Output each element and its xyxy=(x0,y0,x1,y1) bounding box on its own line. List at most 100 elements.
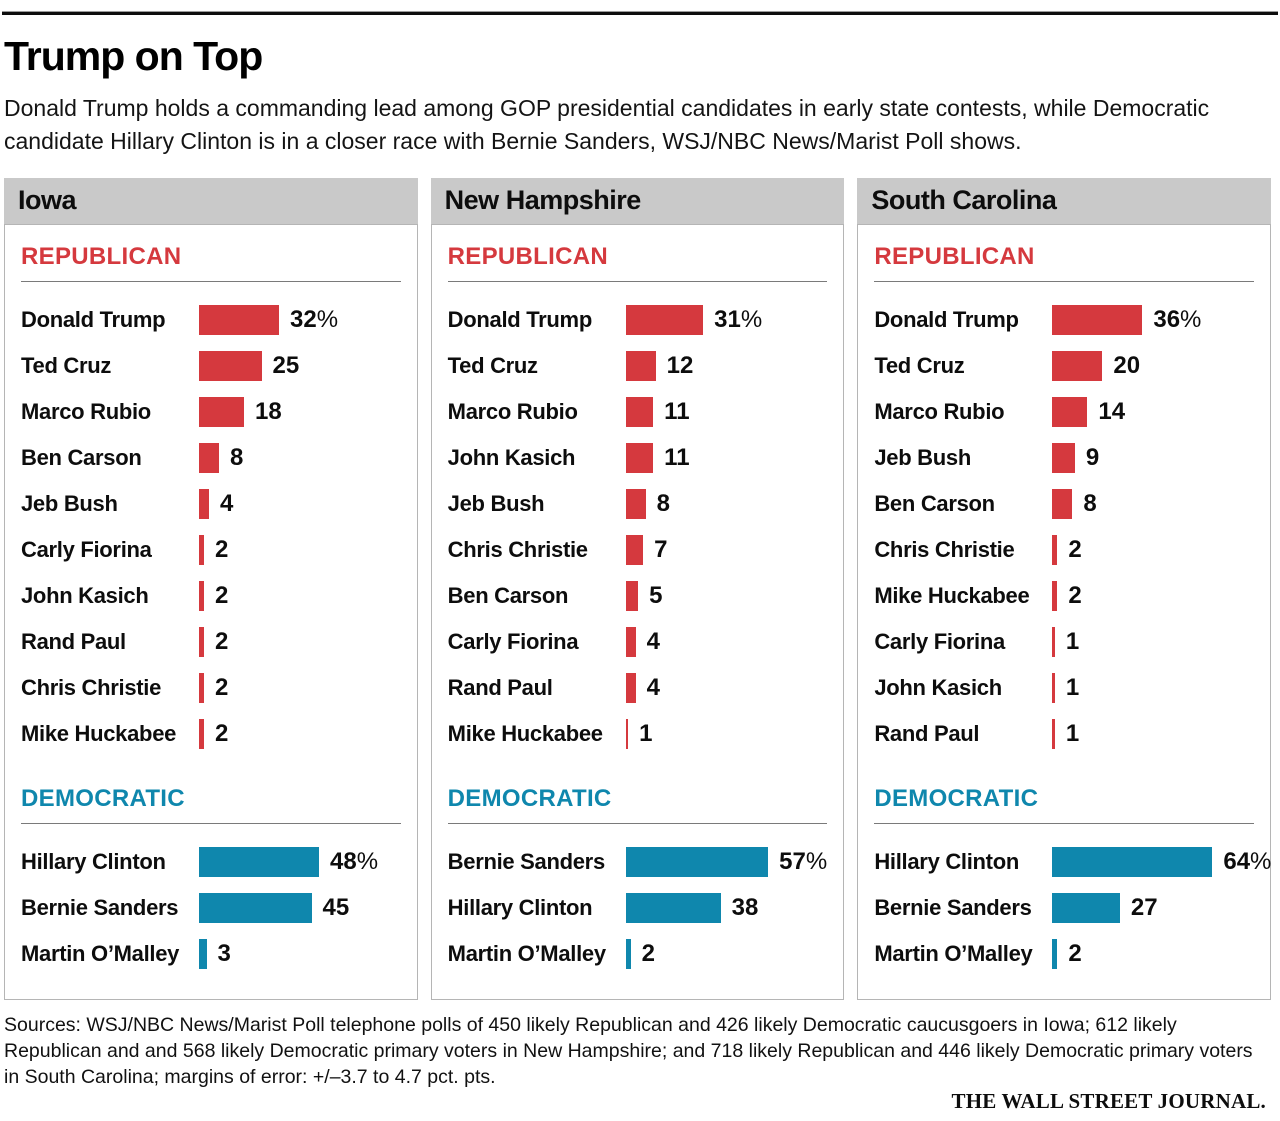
candidate-name: Donald Trump xyxy=(447,307,593,333)
poll-row: Ben Carson 5 xyxy=(448,573,828,619)
candidate-name: Hillary Clinton xyxy=(21,849,166,875)
candidate-name: Chris Christie xyxy=(447,537,588,563)
poll-row: Rand Paul 2 xyxy=(21,619,401,665)
poll-bar xyxy=(1052,939,1058,970)
poll-value: 2 xyxy=(1068,536,1081,564)
state-panel: South Carolina REPUBLICAN Donald Trump 3… xyxy=(857,178,1271,1001)
candidate-name: Martin O’Malley xyxy=(21,941,180,967)
poll-row: Marco Rubio 14 xyxy=(874,389,1254,435)
page-subtitle: Donald Trump holds a commanding lead amo… xyxy=(4,95,1210,154)
candidate-name: Carly Fiorina xyxy=(874,629,1005,655)
poll-value: 36% xyxy=(1153,306,1201,334)
poll-row: Hillary Clinton 48% xyxy=(21,839,401,885)
poll-row: Martin O’Malley 2 xyxy=(874,931,1254,977)
candidate-name: Chris Christie xyxy=(874,537,1015,563)
poll-value-number: 4 xyxy=(646,628,661,656)
poll-value-number: 2 xyxy=(215,720,229,748)
candidate-name: Hillary Clinton xyxy=(874,849,1019,875)
poll-value-number: 1 xyxy=(1065,628,1080,656)
poll-value: 11 xyxy=(664,398,689,426)
poll-bar xyxy=(199,489,209,520)
poll-bar xyxy=(199,351,262,382)
candidate-name: Mike Huckabee xyxy=(447,721,603,747)
poll-value: 38 xyxy=(732,894,759,922)
poll-bar xyxy=(625,443,654,474)
candidate-name: Bernie Sanders xyxy=(447,849,606,875)
poll-value: 2 xyxy=(642,940,655,968)
poll-value: 7 xyxy=(654,536,667,564)
poll-row: Bernie Sanders 45 xyxy=(21,885,401,931)
candidate-name: Ben Carson xyxy=(447,583,569,609)
poll-row: Ted Cruz 12 xyxy=(448,343,828,389)
party-section-title: REPUBLICAN xyxy=(447,243,828,283)
poll-row: Rand Paul 4 xyxy=(448,665,828,711)
candidate-name: Donald Trump xyxy=(874,307,1019,333)
poll-row: Jeb Bush 4 xyxy=(21,481,401,527)
poll-value: 2 xyxy=(215,536,228,564)
candidate-name: Carly Fiorina xyxy=(21,537,152,563)
candidate-name: Bernie Sanders xyxy=(21,895,179,921)
poll-value: 5 xyxy=(649,582,662,610)
poll-value: 45 xyxy=(323,894,350,922)
poll-value-number: 14 xyxy=(1098,398,1126,426)
candidate-name: Rand Paul xyxy=(21,629,126,655)
poll-row: Carly Fiorina 2 xyxy=(21,527,401,573)
poll-bar xyxy=(199,893,312,924)
poll-value-number: 3 xyxy=(217,940,231,968)
poll-row: John Kasich 11 xyxy=(448,435,828,481)
poll-bar xyxy=(625,627,636,658)
page-title: Trump on Top xyxy=(4,33,263,79)
poll-value-number: 36 xyxy=(1153,306,1181,334)
poll-value-number: 11 xyxy=(664,398,690,426)
candidate-name: Chris Christie xyxy=(21,675,162,701)
poll-value: 2 xyxy=(215,674,228,702)
poll-value-number: 20 xyxy=(1113,352,1141,380)
poll-row: Jeb Bush 9 xyxy=(874,435,1254,481)
poll-bar xyxy=(1052,443,1075,474)
poll-row: Mike Huckabee 2 xyxy=(21,711,401,757)
percent-sign: % xyxy=(740,306,763,334)
poll-value-number: 8 xyxy=(656,490,671,518)
poll-rows: Hillary Clinton 48% Bernie Sanders 45 Ma… xyxy=(21,839,401,977)
candidate-name: Martin O’Malley xyxy=(874,941,1033,967)
poll-row: Ben Carson 8 xyxy=(21,435,401,481)
poll-value: 8 xyxy=(657,490,670,518)
state-panel: Iowa REPUBLICAN Donald Trump 32% Ted Cru… xyxy=(4,178,418,1001)
candidate-name: Carly Fiorina xyxy=(447,629,579,655)
state-panel-body: REPUBLICAN Donald Trump 32% Ted Cruz 25 … xyxy=(4,224,418,1001)
poll-bar xyxy=(1052,673,1055,704)
poll-row: Ben Carson 8 xyxy=(874,481,1254,527)
poll-value-number: 4 xyxy=(220,490,234,518)
poll-bar xyxy=(199,443,219,474)
poll-value-number: 2 xyxy=(215,628,229,656)
poll-value-number: 2 xyxy=(641,940,656,968)
poll-row: Martin O’Malley 2 xyxy=(448,931,828,977)
poll-value-number: 1 xyxy=(1065,720,1080,748)
poll-value: 1 xyxy=(1066,628,1079,656)
candidate-name: Marco Rubio xyxy=(447,399,578,425)
poll-value: 1 xyxy=(639,720,652,748)
poll-row: Donald Trump 31% xyxy=(448,297,828,343)
poll-row: Chris Christie 2 xyxy=(21,665,401,711)
sources-note: Sources: WSJ/NBC News/Marist Poll teleph… xyxy=(4,1014,1253,1089)
candidate-name: Hillary Clinton xyxy=(447,895,593,921)
poll-bar xyxy=(199,673,204,704)
percent-sign: % xyxy=(805,848,828,876)
poll-value: 27 xyxy=(1131,894,1158,922)
poll-value: 25 xyxy=(273,352,300,380)
poll-value: 57% xyxy=(779,848,827,876)
candidate-name: Marco Rubio xyxy=(874,399,1005,425)
poll-row: Martin O’Malley 3 xyxy=(21,931,401,977)
party-section-title: REPUBLICAN xyxy=(21,243,401,283)
poll-value: 2 xyxy=(215,582,228,610)
poll-value: 12 xyxy=(667,352,694,380)
poll-value-number: 25 xyxy=(272,352,300,380)
poll-row: Jeb Bush 8 xyxy=(448,481,828,527)
poll-value: 8 xyxy=(230,444,243,472)
poll-bar xyxy=(1052,489,1073,520)
poll-row: Carly Fiorina 4 xyxy=(448,619,828,665)
poll-bar xyxy=(1052,893,1120,924)
poll-rows: Donald Trump 32% Ted Cruz 25 Marco Rubio… xyxy=(21,297,401,757)
poll-bar xyxy=(625,581,639,612)
